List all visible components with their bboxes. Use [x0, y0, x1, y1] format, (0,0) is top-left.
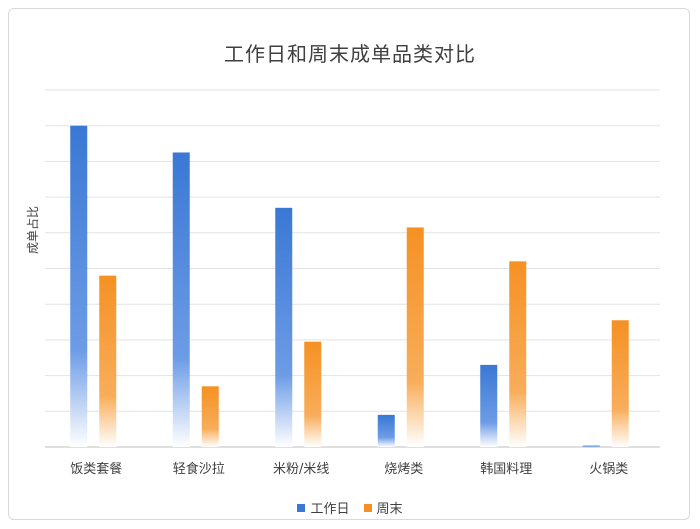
bar-weekday-2	[275, 207, 293, 447]
bar-weekend-5	[611, 320, 629, 447]
legend-item: 周末	[363, 498, 403, 517]
x-tick-label: 火锅类	[589, 461, 628, 477]
legend-item: 工作日	[297, 498, 350, 517]
legend-swatch	[363, 503, 372, 512]
bar-weekday-0	[70, 125, 88, 447]
bar-weekday-3	[377, 414, 395, 447]
bar-weekend-3	[406, 227, 424, 447]
x-tick-label: 烧烤类	[384, 462, 423, 477]
x-tick-label: 米粉/米线	[273, 462, 329, 477]
legend-label: 工作日	[310, 502, 350, 517]
x-tick-label: 轻食沙拉	[173, 461, 225, 477]
x-tick-label: 饭类套餐	[70, 461, 122, 477]
bar-weekend-4	[509, 261, 527, 447]
bar-weekday-5	[582, 445, 600, 447]
legend-swatch	[297, 503, 306, 512]
bar-weekend-1	[201, 386, 219, 447]
bar-weekend-2	[304, 341, 322, 447]
bar-weekday-1	[172, 152, 190, 447]
legend: 工作日 周末	[0, 498, 700, 517]
chart-frame	[8, 8, 690, 520]
bar-weekday-4	[480, 364, 498, 447]
legend-label: 周末	[376, 502, 403, 517]
x-tick-label: 韩国料理	[480, 462, 532, 477]
bar-weekend-0	[99, 275, 117, 447]
chart-title: 工作日和周末成单品类对比	[224, 42, 476, 66]
